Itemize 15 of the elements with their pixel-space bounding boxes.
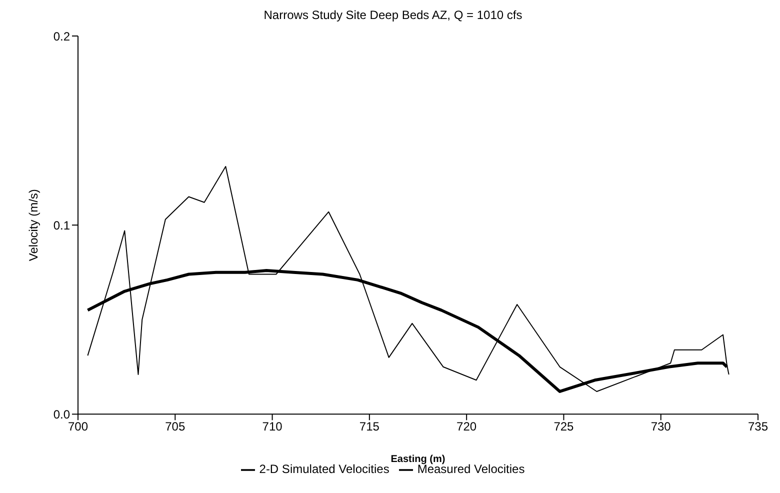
x-tick-label: 735 (748, 420, 768, 434)
y-tick-label: 0.1 (53, 218, 70, 232)
x-tick-label: 730 (650, 420, 672, 434)
x-tick-label: 725 (554, 420, 574, 434)
x-tick-label: 710 (262, 420, 283, 434)
y-axis-title: Velocity (m/s) (26, 189, 40, 262)
legend-label: 2-D Simulated Velocities (259, 462, 390, 476)
x-tick-label: 720 (456, 420, 477, 434)
x-axis-title: Easting (m) (390, 454, 446, 466)
y-tick-label: 0.2 (53, 29, 70, 44)
y-tick-label: 0.0 (53, 407, 70, 422)
chart-title: Narrows Study Site Deep Beds AZ, Q = 1010 cfs (262, 8, 524, 22)
x-tick-label: 715 (359, 420, 380, 434)
x-tick-label: 700 (68, 420, 88, 434)
x-tick-label: 705 (165, 420, 186, 434)
